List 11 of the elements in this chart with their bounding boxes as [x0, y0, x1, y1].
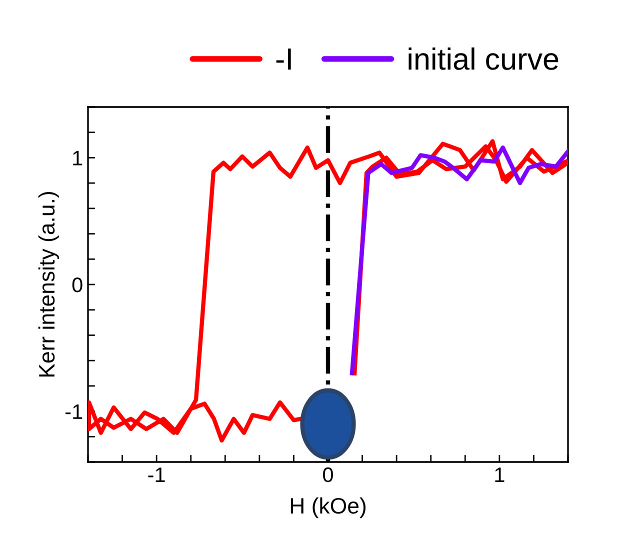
- legend-label: initial curve: [408, 47, 558, 70]
- x-tick-label: -1: [148, 468, 165, 482]
- y-tick-label: -1: [66, 404, 82, 419]
- y-tick-label: 1: [73, 150, 82, 166]
- y-axis-title: Kerr intensity (a.u.): [38, 192, 60, 377]
- x-tick-label: 1: [495, 468, 504, 482]
- y-tick-label: 0: [72, 278, 82, 292]
- legend-label: -I: [276, 48, 291, 70]
- line-series: [350, 145, 568, 376]
- x-tick-label: 0: [323, 467, 333, 482]
- x-axis-title: H (kOe): [290, 497, 366, 518]
